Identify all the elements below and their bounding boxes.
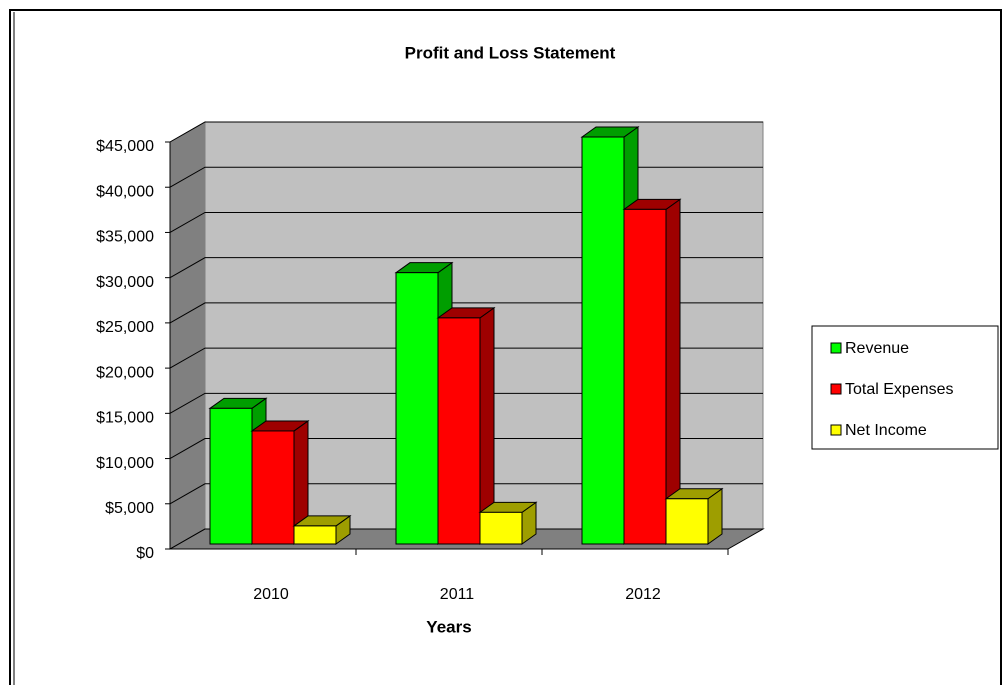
legend-swatch	[830, 424, 842, 436]
legend-label: Revenue	[845, 340, 909, 357]
x-axis-label: Years	[426, 617, 471, 636]
grid-line	[169, 392, 763, 414]
y-tick-label: $0	[136, 545, 154, 562]
grid-line	[169, 166, 763, 188]
bar-front	[395, 272, 439, 545]
grid-line	[169, 483, 763, 505]
bar	[664, 487, 724, 545]
grid-line	[169, 438, 763, 459]
bar-front	[581, 136, 625, 545]
bar-front	[665, 498, 709, 545]
y-tick-label: $35,000	[96, 229, 154, 246]
side-wall	[169, 121, 206, 550]
legend-swatch	[830, 342, 842, 354]
bar-front	[293, 525, 337, 545]
grid-line	[169, 121, 763, 143]
x-tick-label: 2010	[253, 586, 289, 603]
bar	[478, 501, 538, 545]
y-tick-label: $15,000	[96, 410, 154, 427]
y-tick-label: $30,000	[96, 274, 154, 291]
y-tick-label: $40,000	[96, 183, 154, 200]
bar	[436, 306, 496, 545]
y-tick-label: $10,000	[96, 455, 154, 472]
grid-line	[169, 257, 763, 279]
legend-swatch	[830, 383, 842, 395]
bar-front	[251, 430, 295, 545]
y-tick-label: $45,000	[96, 138, 154, 155]
bar-front	[479, 511, 523, 545]
legend	[811, 325, 999, 450]
x-tick-label: 2012	[625, 586, 661, 603]
bar-front	[623, 208, 667, 545]
grid-line	[169, 211, 763, 233]
bar	[292, 514, 352, 545]
legend-label: Net Income	[845, 422, 927, 439]
bar	[622, 198, 682, 545]
bar-front	[437, 317, 481, 545]
y-tick-label: $25,000	[96, 319, 154, 336]
y-tick-label: $5,000	[105, 500, 154, 517]
bar	[250, 419, 310, 545]
grid-line	[169, 347, 763, 369]
y-tick-label: $20,000	[96, 364, 154, 381]
grid-line	[169, 528, 763, 550]
chart-title: Profit and Loss Statement	[405, 43, 616, 62]
bar-front	[209, 407, 253, 545]
grid-line	[169, 302, 763, 324]
legend-label: Total Expenses	[845, 381, 954, 398]
x-tick-label: 2011	[440, 586, 475, 603]
